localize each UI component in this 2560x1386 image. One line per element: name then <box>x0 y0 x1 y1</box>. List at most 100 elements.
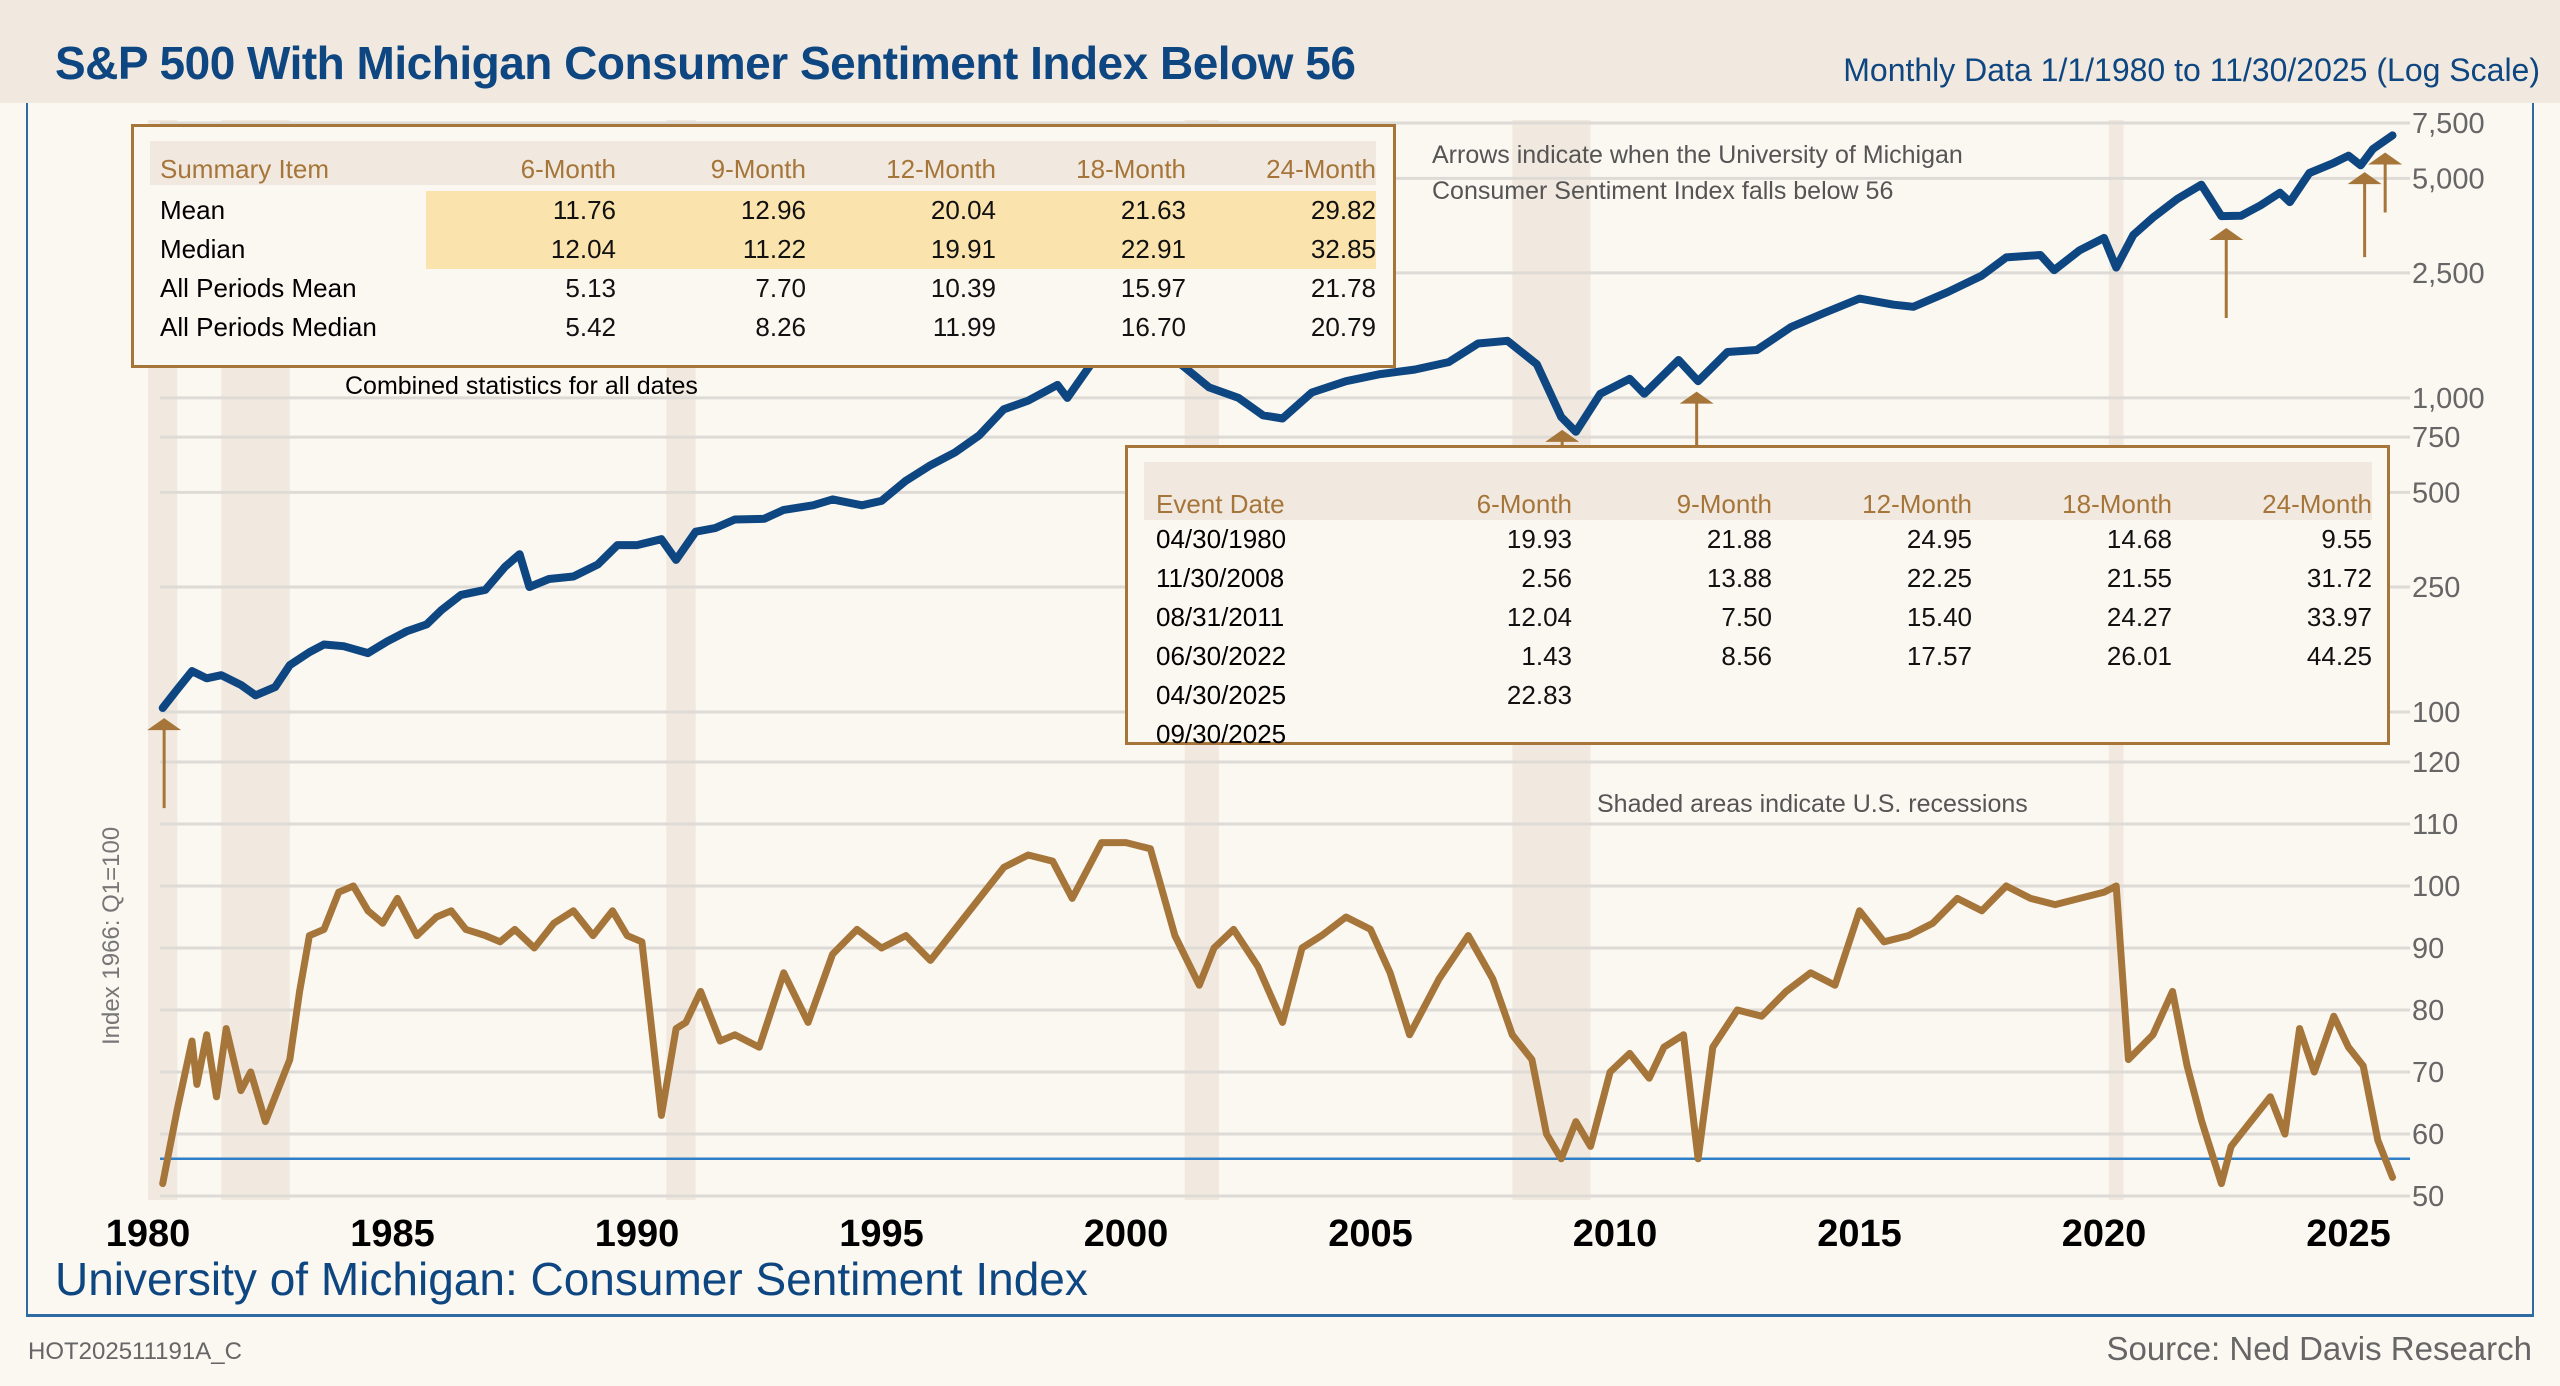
summary-cell: 19.91 <box>806 230 996 269</box>
event-date: 04/30/1980 <box>1156 524 1287 554</box>
sentiment-y-axis-label: Index 1966: Q1=100 <box>98 826 125 1045</box>
summary-table: Summary Item 6-Month 9-Month 12-Month 18-Mon… <box>150 141 1376 347</box>
event-cell: 22.25 <box>1906 563 1972 593</box>
sp500-y-tick-label: 5,000 <box>2412 163 2485 195</box>
axis-labels: 100 250 500 750 1,000 2,500 5,000 7,500 50 60 70 80… <box>106 108 2485 1255</box>
x-tick-label: 2020 <box>2062 1213 2147 1255</box>
event-cell <box>1972 676 2172 715</box>
summary-cell: 5.42 <box>565 312 616 342</box>
summary-column-header: 18-Month <box>1076 154 1186 184</box>
summary-row: All Periods Median 5.42 8.26 11.99 16.70 20.7… <box>150 308 1376 347</box>
summary-table-box: Summary Item 6-Month 9-Month 12-Month 18-Mon… <box>131 124 1396 368</box>
summary-column-header: 24-Month <box>1266 154 1376 184</box>
event-date: 08/31/2011 <box>1156 602 1285 632</box>
recession-note: Shaded areas indicate U.S. recessions <box>1597 790 2028 818</box>
summary-cell: 5.13 <box>565 273 616 303</box>
summary-row: All Periods Mean 5.13 7.70 10.39 15.97 21.78 <box>150 269 1376 308</box>
summary-cell: 29.82 <box>1186 191 1376 230</box>
event-column-header: 24-Month <box>2262 489 2372 519</box>
x-tick-label: 1995 <box>839 1213 924 1255</box>
sentiment-y-tick-label: 80 <box>2412 995 2444 1027</box>
event-cell: 1.43 <box>1521 641 1572 671</box>
summary-column-header: 6-Month <box>520 154 616 184</box>
summary-column-header: Summary Item <box>160 154 330 184</box>
sp500-y-tick-label: 7,500 <box>2412 108 2485 140</box>
event-cell: 21.55 <box>2106 563 2172 593</box>
summary-row-label: All Periods Median <box>160 312 377 342</box>
x-tick-label: 2025 <box>2306 1213 2391 1255</box>
summary-cell: 16.70 <box>1120 312 1186 342</box>
x-tick-label: 1980 <box>106 1213 191 1255</box>
event-row: 11/30/2008 2.56 13.88 22.25 21.55 31.72 <box>1144 559 2372 598</box>
event-cell: 26.01 <box>2106 641 2172 671</box>
arrows-note-line1: Arrows indicate when the University of M… <box>1432 141 1963 169</box>
arrows-note-line2: Consumer Sentiment Index falls below 56 <box>1432 177 1894 205</box>
event-cell <box>1572 715 1772 754</box>
event-cell: 33.97 <box>2306 602 2372 632</box>
summary-cell: 22.91 <box>996 230 1186 269</box>
event-cell: 13.88 <box>1706 563 1772 593</box>
event-cell <box>2172 715 2372 754</box>
event-cell: 7.50 <box>1721 602 1772 632</box>
sentiment-panel-title: University of Michigan: Consumer Sentime… <box>55 1253 1088 1305</box>
summary-cell: 21.63 <box>996 191 1186 230</box>
event-cell <box>1772 715 1972 754</box>
event-cell <box>1572 676 1772 715</box>
event-cell: 15.40 <box>1906 602 1972 632</box>
sentiment-y-tick-label: 50 <box>2412 1181 2444 1213</box>
summary-row-label: Mean <box>160 195 226 225</box>
summary-cell: 20.04 <box>806 191 996 230</box>
summary-cell: 12.04 <box>426 230 616 269</box>
sentiment-y-tick-label: 100 <box>2412 871 2460 903</box>
event-column-header: Event Date <box>1156 489 1285 519</box>
event-arrow-icon <box>2368 152 2403 213</box>
summary-cell: 11.76 <box>426 191 616 230</box>
sentiment-y-tick-label: 60 <box>2412 1119 2444 1151</box>
event-cell: 44.25 <box>2306 641 2372 671</box>
sentiment-y-tick-label: 90 <box>2412 933 2444 965</box>
event-column-header: 6-Month <box>1476 489 1572 519</box>
event-cell <box>1972 715 2172 754</box>
summary-cell: 11.22 <box>616 230 806 269</box>
event-row: 08/31/2011 12.04 7.50 15.40 24.27 33.97 <box>1144 598 2372 637</box>
event-row: 04/30/1980 19.93 21.88 24.95 14.68 9.55 <box>1144 520 2372 559</box>
event-arrow-icon <box>2209 228 2244 319</box>
sp500-y-tick-label: 1,000 <box>2412 383 2485 415</box>
x-tick-label: 1990 <box>595 1213 680 1255</box>
sentiment-y-tick-label: 120 <box>2412 747 2460 779</box>
event-cell: 2.56 <box>1521 563 1572 593</box>
sp500-y-tick-label: 100 <box>2412 697 2460 729</box>
summary-column-header: 9-Month <box>710 154 806 184</box>
event-table: Event Date 6-Month 9-Month 12-Month 18-Month… <box>1144 462 2372 754</box>
event-column-header: 18-Month <box>2062 489 2172 519</box>
event-cell <box>1372 715 1572 754</box>
event-cell: 21.88 <box>1706 524 1772 554</box>
event-cell: 22.83 <box>1506 680 1572 710</box>
event-table-box: Event Date 6-Month 9-Month 12-Month 18-Month… <box>1125 445 2390 749</box>
event-date: 06/30/2022 <box>1156 641 1287 671</box>
event-header-row: Event Date 6-Month 9-Month 12-Month 18-Month… <box>1144 462 2372 520</box>
source-credit: Source: Ned Davis Research <box>2106 1330 2532 1367</box>
summary-header-row: Summary Item 6-Month 9-Month 12-Month 18-Mon… <box>150 141 1376 185</box>
chart-frame <box>26 103 2534 1317</box>
summary-row-label: Median <box>160 234 246 264</box>
sentiment-line <box>159 839 2396 1188</box>
summary-row: Median 12.04 11.22 19.91 22.91 32.85 <box>150 230 1376 269</box>
chart-subtitle: Monthly Data 1/1/1980 to 11/30/2025 (Log… <box>1843 52 2540 88</box>
event-arrow-icon <box>147 718 182 809</box>
event-cell: 9.55 <box>2321 524 2372 554</box>
summary-cell: 10.39 <box>930 273 996 303</box>
event-cell: 19.93 <box>1506 524 1572 554</box>
arrows-note: Arrows indicate when the University of M… <box>1432 137 1963 209</box>
summary-cell: 15.97 <box>1120 273 1186 303</box>
x-tick-label: 2005 <box>1328 1213 1413 1255</box>
chart-id: HOT202511191A_C <box>28 1338 242 1365</box>
x-tick-label: 2000 <box>1084 1213 1169 1255</box>
summary-cell: 7.70 <box>755 273 806 303</box>
summary-cell: 21.78 <box>1310 273 1376 303</box>
sp500-y-tick-label: 750 <box>2412 422 2460 454</box>
event-row: 06/30/2022 1.43 8.56 17.57 26.01 44.25 <box>1144 637 2372 676</box>
event-row: 04/30/2025 22.83 <box>1144 676 2372 715</box>
event-column-header: 12-Month <box>1862 489 1972 519</box>
summary-row-label: All Periods Mean <box>160 273 357 303</box>
